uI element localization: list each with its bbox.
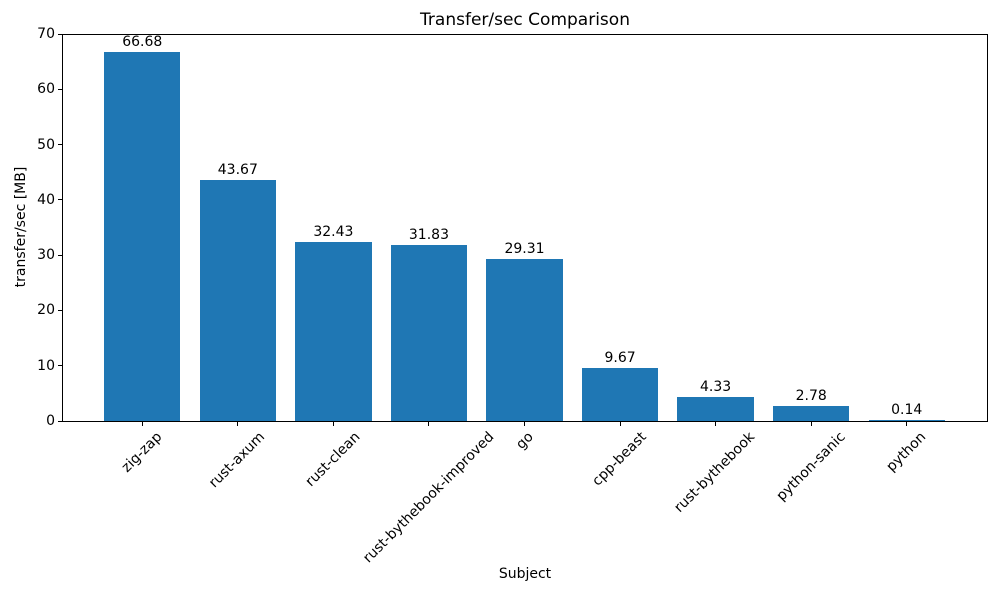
bar-value-label: 66.68	[122, 34, 163, 51]
x-tick-label: zig-zap	[118, 429, 166, 476]
x-tick-label: rust-bythebook-improved	[359, 429, 498, 567]
y-tick-label: 50	[37, 136, 55, 153]
x-tick-label: python	[883, 429, 930, 475]
y-tick-mark	[58, 254, 62, 256]
x-tick-mark	[332, 422, 334, 426]
y-tick-mark	[58, 144, 62, 146]
x-axis-label: Subject	[498, 566, 552, 582]
y-tick-label: 20	[37, 302, 55, 319]
x-tick-mark	[715, 422, 717, 426]
bar	[295, 241, 372, 421]
bar-value-label: 32.43	[313, 223, 354, 240]
bar	[772, 405, 850, 421]
x-tick-label: rust-clean	[302, 429, 364, 490]
bar	[868, 420, 945, 422]
bar	[199, 179, 277, 421]
y-tick-label: 30	[37, 247, 55, 264]
x-tick-mark	[906, 422, 908, 426]
x-tick-label: cpp-beast	[589, 429, 651, 490]
bar-value-label: 0.14	[891, 402, 923, 419]
bar-value-label: 4.33	[700, 379, 732, 396]
x-tick-mark	[141, 422, 143, 426]
y-tick-label: 0	[46, 413, 55, 429]
chart-title: Transfer/sec Comparison	[420, 10, 630, 30]
bar-value-label: 29.31	[504, 240, 545, 257]
x-tick-label: python-sanic	[773, 429, 849, 505]
x-tick-mark	[428, 422, 430, 426]
bar	[104, 52, 181, 421]
x-tick-mark	[619, 422, 621, 426]
y-tick-label: 40	[37, 191, 55, 208]
bar-value-label: 9.67	[604, 349, 636, 366]
x-tick-label: rust-bythebook	[671, 429, 759, 516]
y-tick-mark	[58, 88, 62, 90]
bar-value-label: 31.83	[408, 227, 449, 244]
x-tick-label: go	[512, 429, 537, 453]
y-tick-mark	[58, 199, 62, 201]
bar-value-label: 2.78	[795, 387, 827, 404]
x-tick-label: rust-axum	[206, 429, 269, 492]
bar	[581, 367, 659, 421]
bar	[390, 245, 468, 421]
x-tick-mark	[524, 422, 525, 426]
y-tick-mark	[58, 33, 62, 35]
bar	[486, 258, 563, 421]
x-tick-mark	[810, 422, 812, 426]
y-tick-mark	[58, 309, 62, 311]
y-tick-label: 10	[37, 357, 55, 374]
y-tick-mark	[58, 420, 62, 422]
bar-value-label: 43.67	[217, 161, 258, 178]
bar	[677, 397, 754, 421]
x-tick-mark	[237, 422, 239, 426]
y-tick-label: 60	[37, 81, 55, 98]
y-tick-mark	[58, 365, 62, 367]
y-tick-label: 70	[37, 26, 55, 42]
